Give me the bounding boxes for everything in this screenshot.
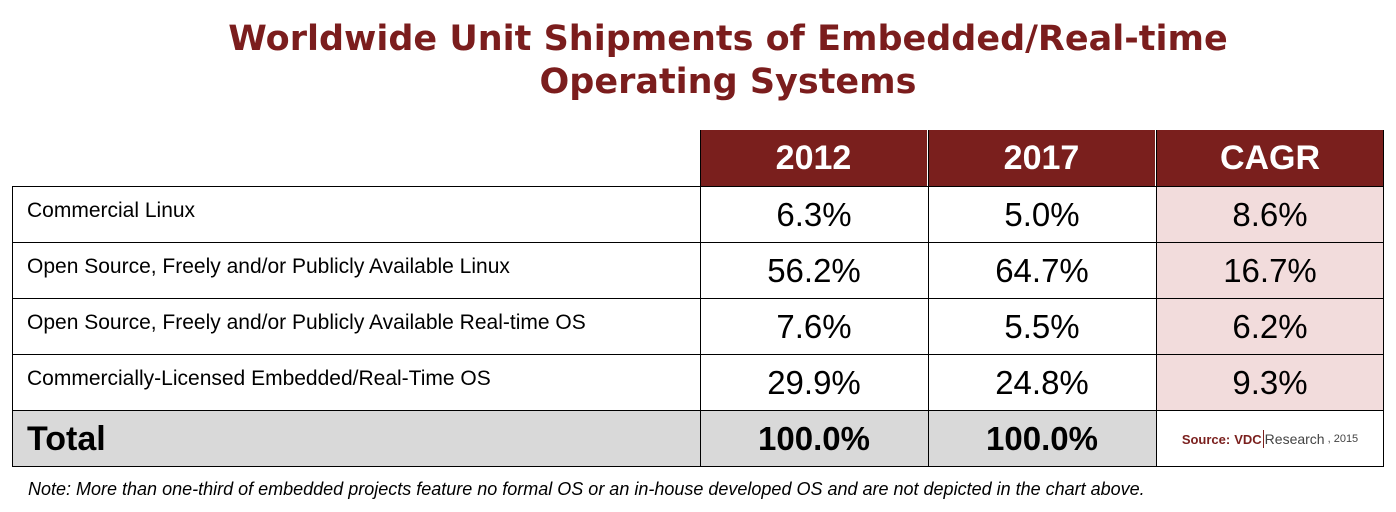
column-header-cagr: CAGR: [1156, 130, 1384, 186]
row-label: Open Source, Freely and/or Publicly Avai…: [27, 311, 586, 334]
column-header-2012: 2012: [700, 130, 928, 186]
cell-value: 5.0%: [1004, 196, 1080, 233]
footnote: Note: More than one-third of embedded pr…: [28, 479, 1145, 499]
source-brand: VDC: [1234, 431, 1262, 447]
cell-value-cagr: 8.6%: [1232, 196, 1308, 233]
total-value-2012: 100.0%: [758, 420, 870, 457]
cagr-column-shading: [1157, 187, 1383, 411]
total-value-2017: 100.0%: [986, 420, 1098, 457]
grid-line: [12, 186, 13, 467]
chart-title-line-1: Worldwide Unit Shipments of Embedded/Rea…: [228, 19, 1228, 59]
row-label: Commercial Linux: [27, 199, 196, 222]
grid-line: [12, 410, 1384, 411]
cell-value: 6.3%: [776, 196, 852, 233]
grid-line: [12, 354, 1384, 355]
grid-line: [12, 466, 1384, 467]
grid-line: [1383, 130, 1384, 467]
source-credit: Source: VDC Research , 2015: [1156, 411, 1384, 467]
cell-value: 64.7%: [995, 252, 1089, 289]
row-label: Open Source, Freely and/or Publicly Avai…: [27, 255, 510, 278]
cell-value: 5.5%: [1004, 308, 1080, 345]
source-year: , 2015: [1327, 433, 1359, 445]
source-label: Source:: [1181, 431, 1231, 447]
cell-value: 7.6%: [776, 308, 852, 345]
grid-line: [12, 242, 1384, 243]
chart-title-line-2: Operating Systems: [539, 62, 917, 102]
cell-value: 56.2%: [767, 252, 861, 289]
row-label: Commercially-Licensed Embedded/Real-Time…: [27, 367, 491, 390]
grid-line: [12, 186, 1384, 187]
column-header-2017: 2017: [928, 130, 1156, 186]
data-table: 2012 2017 CAGR Commercial Linux 6.3% 5.0…: [12, 130, 1384, 467]
grid-line: [928, 130, 929, 467]
total-row-shading: [12, 411, 1156, 467]
grid-line: [700, 130, 701, 467]
cell-value-cagr: 6.2%: [1232, 308, 1308, 345]
total-label: Total: [27, 419, 106, 458]
source-divider: [1262, 430, 1264, 448]
grid-line: [1156, 130, 1157, 467]
cell-value: 29.9%: [767, 364, 861, 401]
cell-value-cagr: 9.3%: [1232, 364, 1308, 401]
cell-value-cagr: 16.7%: [1223, 252, 1317, 289]
cell-value: 24.8%: [995, 364, 1089, 401]
chart-title: Worldwide Unit Shipments of Embedded/Rea…: [0, 18, 1396, 104]
source-research: Research: [1264, 431, 1325, 447]
grid-line: [12, 298, 1384, 299]
